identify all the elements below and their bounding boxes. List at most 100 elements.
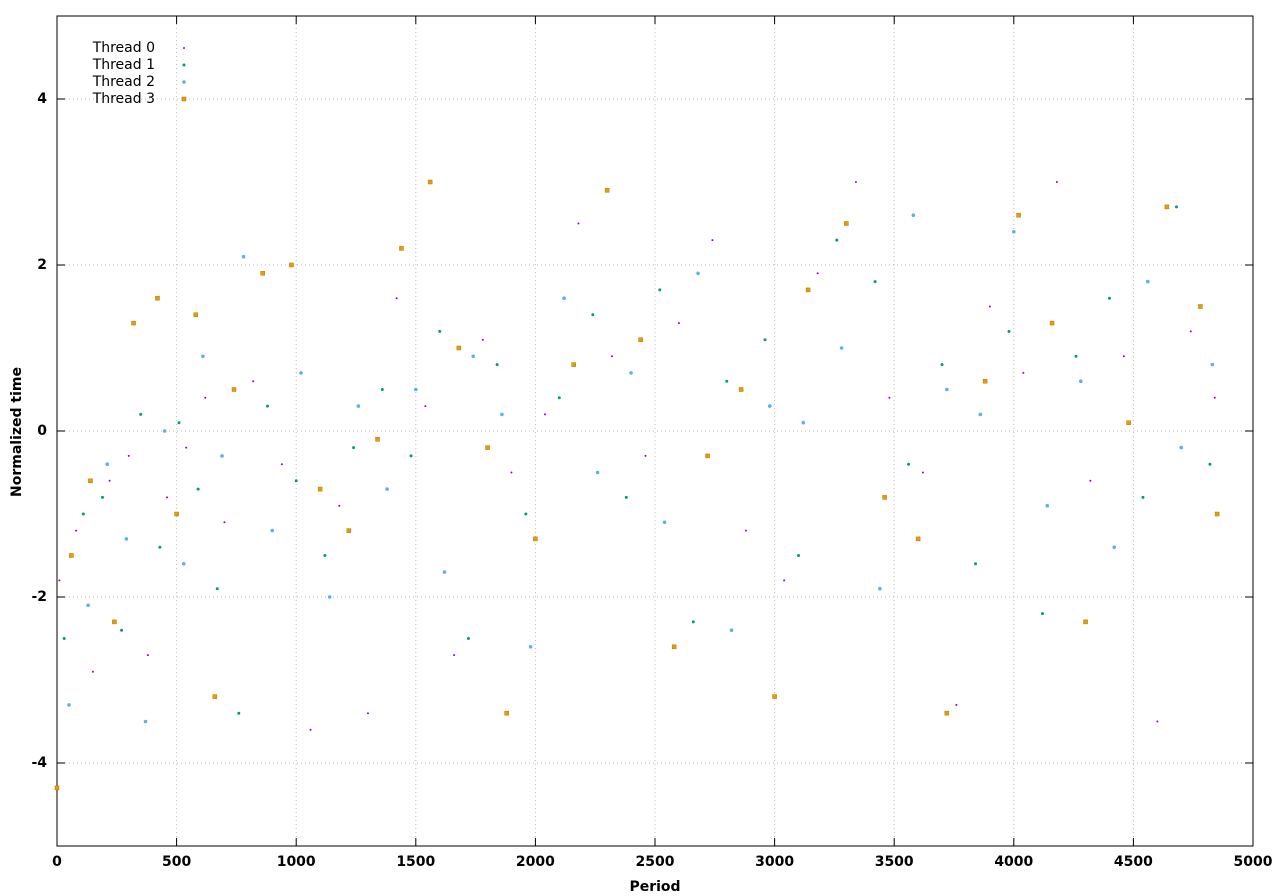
- x-tick-label: 2000: [516, 854, 555, 870]
- point: [346, 528, 352, 533]
- point: [409, 454, 413, 458]
- point: [1055, 181, 1058, 183]
- point: [1022, 371, 1025, 374]
- point: [155, 295, 160, 301]
- point: [146, 654, 149, 657]
- point: [624, 495, 628, 499]
- point: [744, 529, 747, 532]
- point: [196, 487, 200, 491]
- point: [395, 297, 398, 300]
- point: [201, 354, 205, 359]
- point: [356, 404, 361, 408]
- point: [380, 388, 384, 391]
- point: [591, 313, 595, 317]
- point: [481, 338, 484, 341]
- y-tick-label: 4: [37, 91, 47, 107]
- point: [878, 586, 882, 591]
- point: [1208, 462, 1212, 466]
- y-tick-label: -4: [31, 755, 47, 771]
- point: [911, 213, 916, 217]
- point: [1156, 720, 1159, 723]
- y-tick-label: 0: [37, 423, 47, 439]
- x-tick-label: 4000: [994, 854, 1033, 870]
- point: [323, 554, 327, 557]
- point: [427, 179, 433, 185]
- point: [81, 512, 85, 516]
- point: [294, 479, 298, 483]
- point: [88, 478, 93, 484]
- point: [1007, 329, 1011, 333]
- point: [471, 354, 476, 359]
- point: [801, 420, 806, 425]
- point: [945, 387, 949, 392]
- point: [385, 487, 389, 491]
- legend-marker: [181, 96, 187, 102]
- legend-label: Thread 3: [92, 91, 155, 107]
- point: [1083, 619, 1088, 625]
- point: [658, 288, 662, 292]
- point: [67, 703, 71, 707]
- point: [231, 387, 237, 392]
- point: [105, 462, 110, 467]
- point: [543, 413, 546, 416]
- point: [978, 412, 983, 417]
- point: [100, 495, 104, 499]
- point: [174, 511, 179, 517]
- x-tick-label: 2500: [636, 854, 675, 870]
- point: [577, 222, 580, 225]
- point: [466, 637, 470, 640]
- point: [260, 271, 265, 276]
- point: [772, 694, 777, 699]
- point: [888, 396, 891, 399]
- point: [1049, 320, 1055, 326]
- point: [1214, 511, 1220, 517]
- y-tick-label: 2: [37, 257, 47, 273]
- point: [485, 445, 490, 450]
- point: [69, 553, 74, 558]
- point: [280, 463, 283, 466]
- point: [139, 412, 143, 416]
- point: [1126, 420, 1131, 425]
- point: [524, 512, 528, 516]
- point: [691, 620, 695, 624]
- point: [124, 537, 129, 541]
- point: [768, 404, 772, 408]
- point: [974, 562, 978, 566]
- x-tick-label: 500: [162, 854, 191, 870]
- x-tick-label: 1000: [277, 854, 316, 870]
- point: [854, 181, 857, 183]
- point: [1189, 330, 1192, 333]
- point: [338, 504, 341, 507]
- point: [456, 345, 462, 351]
- point: [1041, 612, 1045, 616]
- point: [510, 471, 513, 474]
- legend-marker: [182, 63, 186, 67]
- point: [988, 305, 991, 308]
- point: [352, 446, 356, 450]
- legend-marker: [182, 80, 186, 84]
- point: [414, 387, 418, 392]
- point: [438, 329, 442, 333]
- point: [1141, 495, 1145, 499]
- point: [108, 479, 111, 482]
- point: [1074, 354, 1078, 358]
- point: [1107, 296, 1111, 300]
- point: [738, 387, 744, 392]
- point: [940, 363, 944, 367]
- point: [1210, 362, 1215, 367]
- point: [453, 654, 456, 657]
- point: [1179, 445, 1184, 450]
- point: [1089, 479, 1092, 482]
- x-tick-label: 5000: [1234, 854, 1273, 870]
- point: [528, 645, 533, 649]
- point: [671, 644, 677, 650]
- point: [504, 710, 509, 716]
- point: [127, 454, 130, 457]
- point: [921, 471, 924, 474]
- point: [166, 496, 169, 499]
- point: [805, 287, 811, 293]
- point: [399, 246, 404, 251]
- point: [299, 371, 303, 375]
